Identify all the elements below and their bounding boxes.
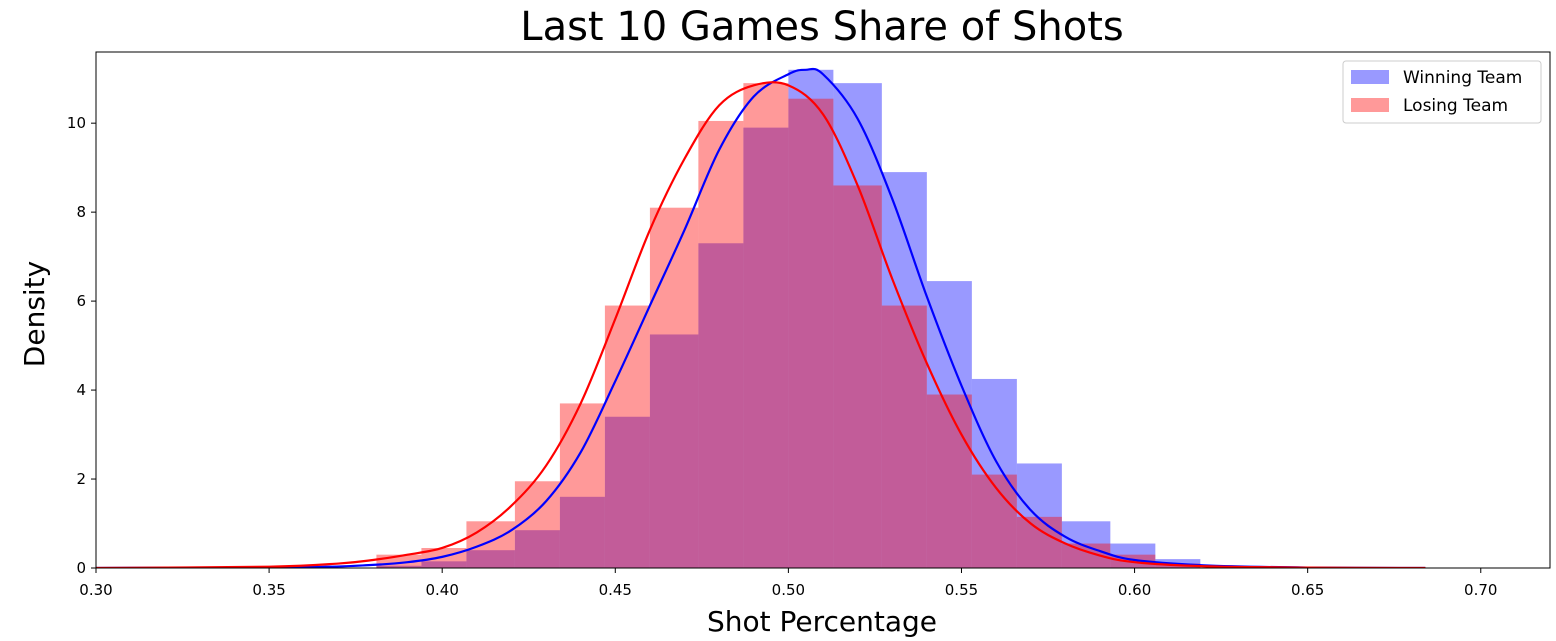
winning-team-hist-bar xyxy=(698,243,744,568)
y-tick-label: 0 xyxy=(76,559,86,577)
y-axis-label: Density xyxy=(18,261,51,367)
losing-team-hist-bar xyxy=(559,403,605,568)
losing-team-hist-bar xyxy=(698,120,744,568)
chart-title: Last 10 Games Share of Shots xyxy=(520,4,1123,50)
winning-team-hist-bar xyxy=(604,416,650,568)
winning-team-hist-bar xyxy=(421,561,467,568)
plot-area: 0.30 0.35 0.40 0.45 0.50 0.55 0.60 0.65 0.70 0 2 4 6… xyxy=(67,51,1551,599)
x-tick-label: 0.60 xyxy=(1118,581,1151,599)
winning-team-hist-bar xyxy=(881,172,927,568)
x-tick-label: 0.55 xyxy=(945,581,978,599)
winning-team-hist-bar xyxy=(514,530,560,568)
losing-team-hist-bar xyxy=(649,207,699,569)
losing-team-hist-bar xyxy=(743,83,789,568)
legend-label-winning-team: Winning Team xyxy=(1403,68,1522,88)
x-tick-label: 0.45 xyxy=(599,581,632,599)
x-axis-label: Shot Percentage xyxy=(707,605,937,638)
y-tick-label: 6 xyxy=(76,292,86,310)
legend-box xyxy=(1342,60,1542,124)
winning-team-hist-bar xyxy=(649,334,699,568)
plot-frame xyxy=(95,51,1551,569)
winning-team-hist-bar xyxy=(1016,463,1062,568)
winning-team-hist-bar xyxy=(971,378,1017,568)
losing-team-kde-line xyxy=(96,81,1426,568)
losing-team-hist-bar xyxy=(788,98,834,568)
x-tick-label: 0.30 xyxy=(79,581,112,599)
legend: Winning Team Losing Team xyxy=(1342,60,1542,124)
legend-label-losing-team: Losing Team xyxy=(1403,96,1508,116)
winning-team-hist-bar xyxy=(788,69,834,569)
losing-team-hist-bar xyxy=(466,521,515,568)
losing-team-hist-bar xyxy=(833,185,882,568)
y-tick-label: 2 xyxy=(76,470,86,488)
y-tick-label: 8 xyxy=(76,203,86,221)
losing-team-hist-bar xyxy=(881,305,927,568)
x-tick-label: 0.65 xyxy=(1291,581,1324,599)
legend-swatch-losing-team xyxy=(1351,98,1389,112)
y-tick-label: 4 xyxy=(76,381,86,399)
x-tick-label: 0.40 xyxy=(425,581,458,599)
winning-team-hist-bar xyxy=(926,281,972,568)
winning-team-hist-bar xyxy=(466,550,515,568)
x-tick-label: 0.70 xyxy=(1464,581,1497,599)
winning-team-hist-bar xyxy=(833,83,882,568)
legend-swatch-winning-team xyxy=(1351,70,1389,84)
losing-team-hist-bar xyxy=(971,474,1017,568)
losing-team-hist-bar xyxy=(604,305,650,568)
x-tick-label: 0.50 xyxy=(772,581,805,599)
losing-team-hist-bar xyxy=(1016,516,1062,568)
winning-team-hist-bar xyxy=(559,496,605,568)
winning-team-hist-bar xyxy=(376,565,422,568)
winning-team-kde-line xyxy=(96,67,1426,568)
winning-team-hist-bar xyxy=(743,127,789,568)
y-tick-label: 10 xyxy=(67,114,86,132)
x-tick-label: 0.35 xyxy=(252,581,285,599)
losing-team-hist-bar xyxy=(926,394,972,568)
